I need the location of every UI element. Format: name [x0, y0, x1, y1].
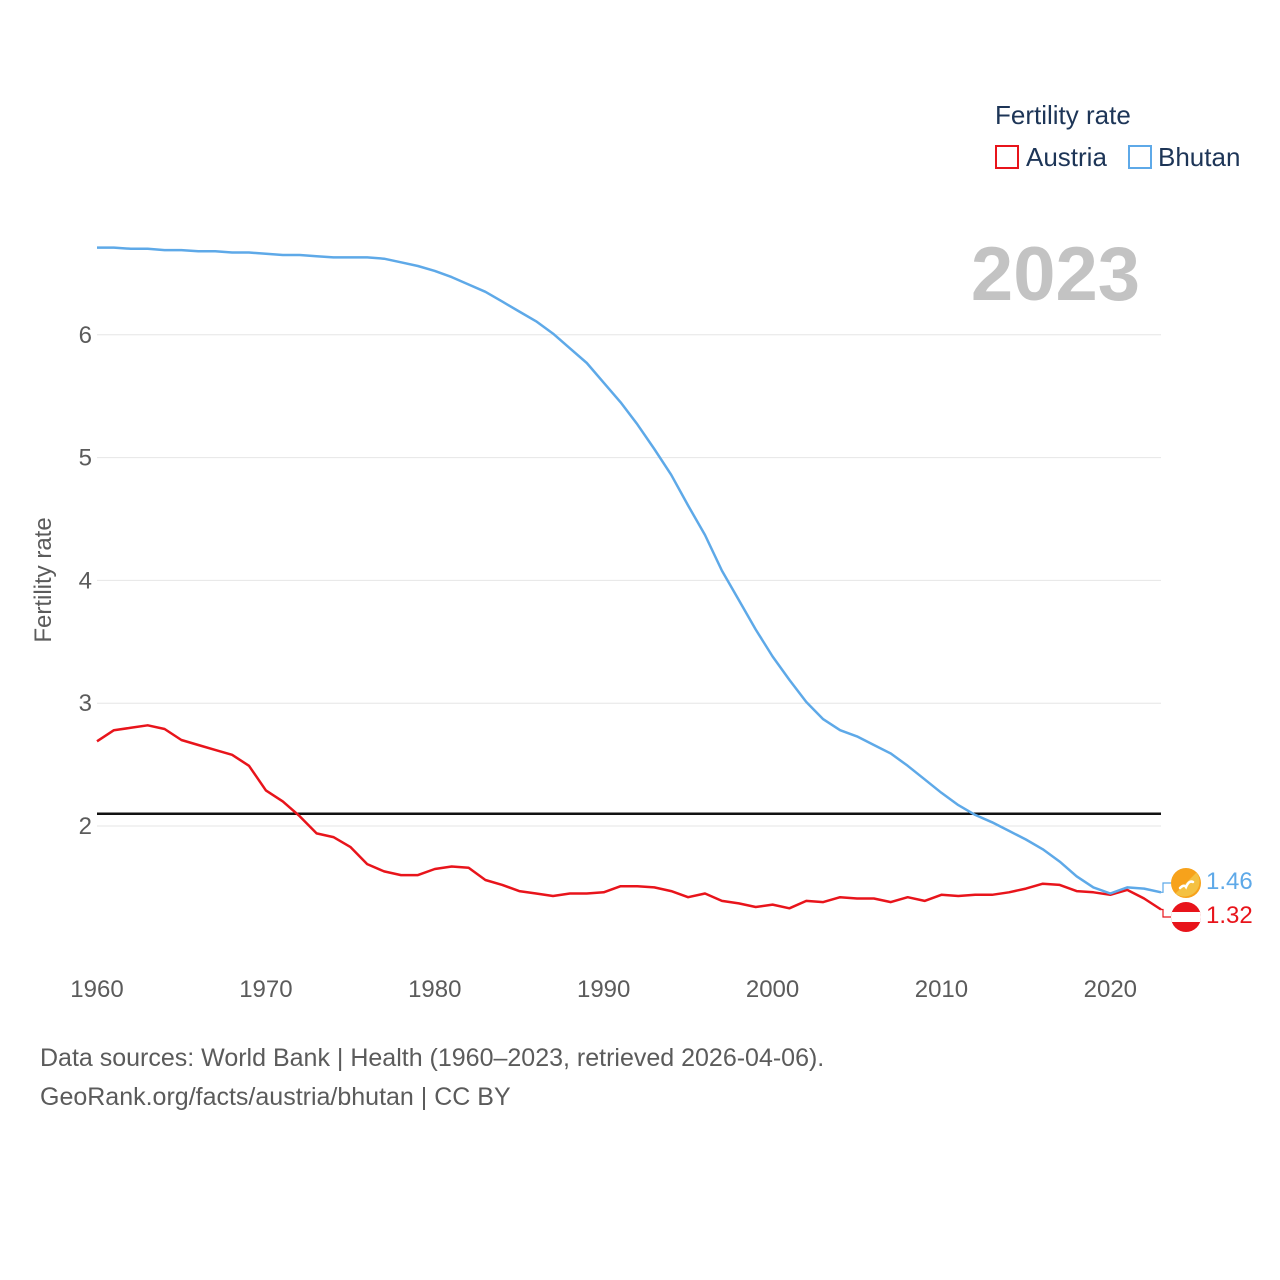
gridlines: [97, 334, 1161, 827]
y-tick-label-6: 6: [79, 322, 92, 349]
y-axis-title: Fertility rate: [30, 517, 57, 642]
series-end-markers: 1.32 1.46: [1161, 868, 1253, 932]
x-tick-label-1960: 1960: [70, 976, 123, 1003]
flag-austria-white: [1171, 912, 1201, 922]
source-line-1: Data sources: World Bank | Health (1960–…: [40, 1044, 825, 1072]
series-line-bhutan: [97, 246, 1162, 895]
flag-bhutan-dragon: [1178, 880, 1195, 890]
x-tick-label-1980: 1980: [408, 976, 461, 1003]
flag-bhutan-icon: [1171, 868, 1201, 898]
x-tick-label-2020: 2020: [1084, 976, 1137, 1003]
x-tick-label-2000: 2000: [746, 976, 799, 1003]
year-watermark: 2023: [971, 232, 1140, 317]
legend: Fertility rate Austria Bhutan: [995, 100, 1240, 172]
end-connector-bhutan: [1161, 882, 1171, 893]
x-tick-label-1970: 1970: [239, 976, 292, 1003]
end-value-label-austria: 1.32: [1206, 902, 1253, 929]
legend-swatch-bhutan: [1128, 145, 1152, 169]
y-tick-label-3: 3: [79, 690, 92, 717]
y-tick-label-2: 2: [79, 813, 92, 840]
legend-title: Fertility rate: [995, 100, 1131, 130]
legend-item-bhutan[interactable]: Bhutan: [1128, 142, 1240, 172]
end-value-label-bhutan: 1.46: [1206, 868, 1253, 895]
y-tick-label-4: 4: [79, 567, 92, 594]
legend-label-austria: Austria: [1026, 142, 1107, 172]
x-tick-label-2010: 2010: [915, 976, 968, 1003]
series-line-austria: [96, 724, 1162, 911]
y-tick-label-5: 5: [79, 445, 92, 472]
flag-austria-icon: [1171, 902, 1201, 932]
end-connector-austria: [1161, 908, 1171, 918]
series-lines: [96, 246, 1162, 911]
y-axis-ticks: 2 3 4 5 6: [79, 322, 92, 840]
source-line-2[interactable]: GeoRank.org/facts/austria/bhutan | CC BY: [40, 1083, 511, 1111]
x-axis-ticks: 1960 1970 1980 1990 2000 2010 2020: [70, 976, 1137, 1003]
legend-item-austria[interactable]: Austria: [995, 142, 1107, 172]
legend-label-bhutan: Bhutan: [1158, 142, 1240, 172]
x-tick-label-1990: 1990: [577, 976, 630, 1003]
legend-swatch-austria: [995, 145, 1019, 169]
